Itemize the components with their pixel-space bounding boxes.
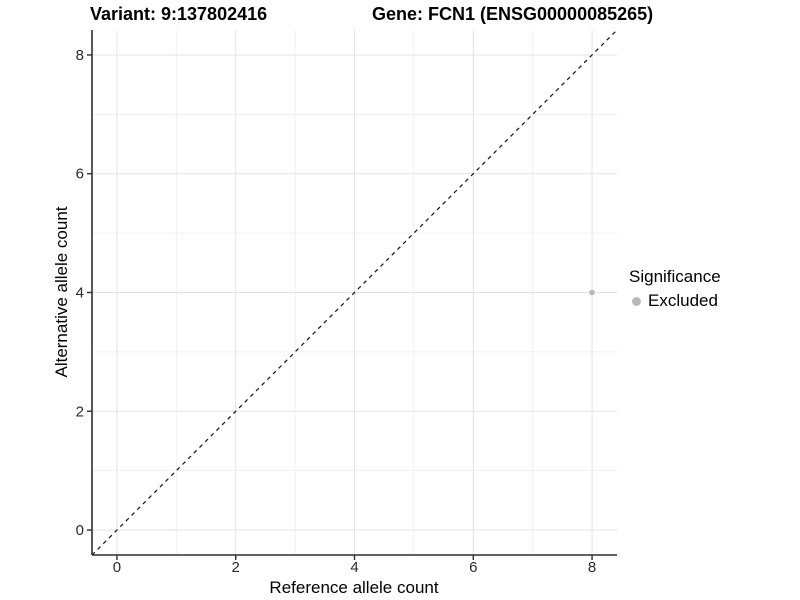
identity-dashed-line [91,29,618,556]
y-tick-label: 6 [76,166,84,183]
legend-item-label: Excluded [648,291,718,310]
y-tick-label: 4 [76,285,84,302]
y-tick-label: 8 [76,47,84,64]
legend: Significance Excluded [629,267,721,311]
x-tick-label: 6 [469,559,477,576]
x-tick-label: 2 [232,559,240,576]
variant-title: Variant: 9:137802416 [90,4,268,24]
legend-title: Significance [629,267,721,286]
y-tick-label: 2 [76,403,84,420]
y-axis-title: Alternative allele count [52,206,71,378]
x-tick-label: 4 [350,559,358,576]
legend-item-excluded: Excluded [629,291,721,311]
excluded-dot-icon [632,296,641,306]
gene-title: Gene: FCN1 (ENSG00000085265) [372,4,654,24]
x-axis-title: Reference allele count [269,578,439,597]
y-tick-label: 0 [76,522,84,539]
x-tick-label: 0 [113,559,121,576]
data-point [589,289,595,296]
x-tick-label: 8 [588,559,596,576]
